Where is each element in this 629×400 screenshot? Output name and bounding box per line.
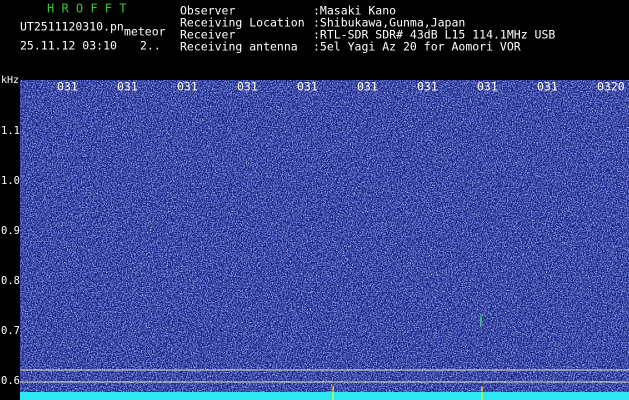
freq-label: 1.1	[1, 125, 20, 137]
freq-label: 0.8	[1, 275, 20, 287]
time-label: 0320	[597, 80, 625, 94]
datetime: 25.11.12 03:10	[20, 39, 117, 53]
app-name: H R O F F T	[47, 2, 126, 16]
station-label: Receiving Location	[180, 16, 305, 30]
extra: 2..	[140, 39, 161, 53]
freq-label: 1.0	[1, 175, 20, 187]
time-label: 031	[297, 80, 318, 94]
time-label: 031	[417, 80, 438, 94]
freq-label: 0.7	[1, 325, 20, 337]
time-label: 031	[357, 80, 378, 94]
station-value: :Shibukawa,Gunma,Japan	[313, 16, 465, 30]
labels: H R O F F T UT2511120310.pn meteor 25.11…	[1, 2, 625, 388]
spectrogram-speckle	[20, 80, 629, 393]
freq-label: 0.9	[1, 225, 20, 237]
freq-label: 0.6	[1, 375, 20, 387]
station-value: :RTL-SDR SDR# 43dB L15 114.1MHz USB	[313, 28, 555, 42]
time-label: 031	[477, 80, 498, 94]
time-label: 031	[537, 80, 558, 94]
file-name: UT2511120310.pn	[20, 20, 124, 34]
freq-unit: kHz	[1, 75, 19, 86]
station-label: Observer	[180, 4, 235, 18]
mode: meteor	[124, 25, 166, 39]
station-value: :5el Yagi Az 20 for Aomori VOR	[313, 40, 521, 54]
time-label: 031	[237, 80, 258, 94]
time-label: 031	[57, 80, 78, 94]
signal-level-band	[20, 392, 629, 400]
station-label: Receiver	[180, 28, 235, 42]
time-label: 031	[177, 80, 198, 94]
time-label: 031	[117, 80, 138, 94]
station-value: :Masaki Kano	[313, 4, 396, 18]
station-label: Receiving antenna	[180, 40, 298, 54]
spectrogram	[20, 80, 629, 400]
